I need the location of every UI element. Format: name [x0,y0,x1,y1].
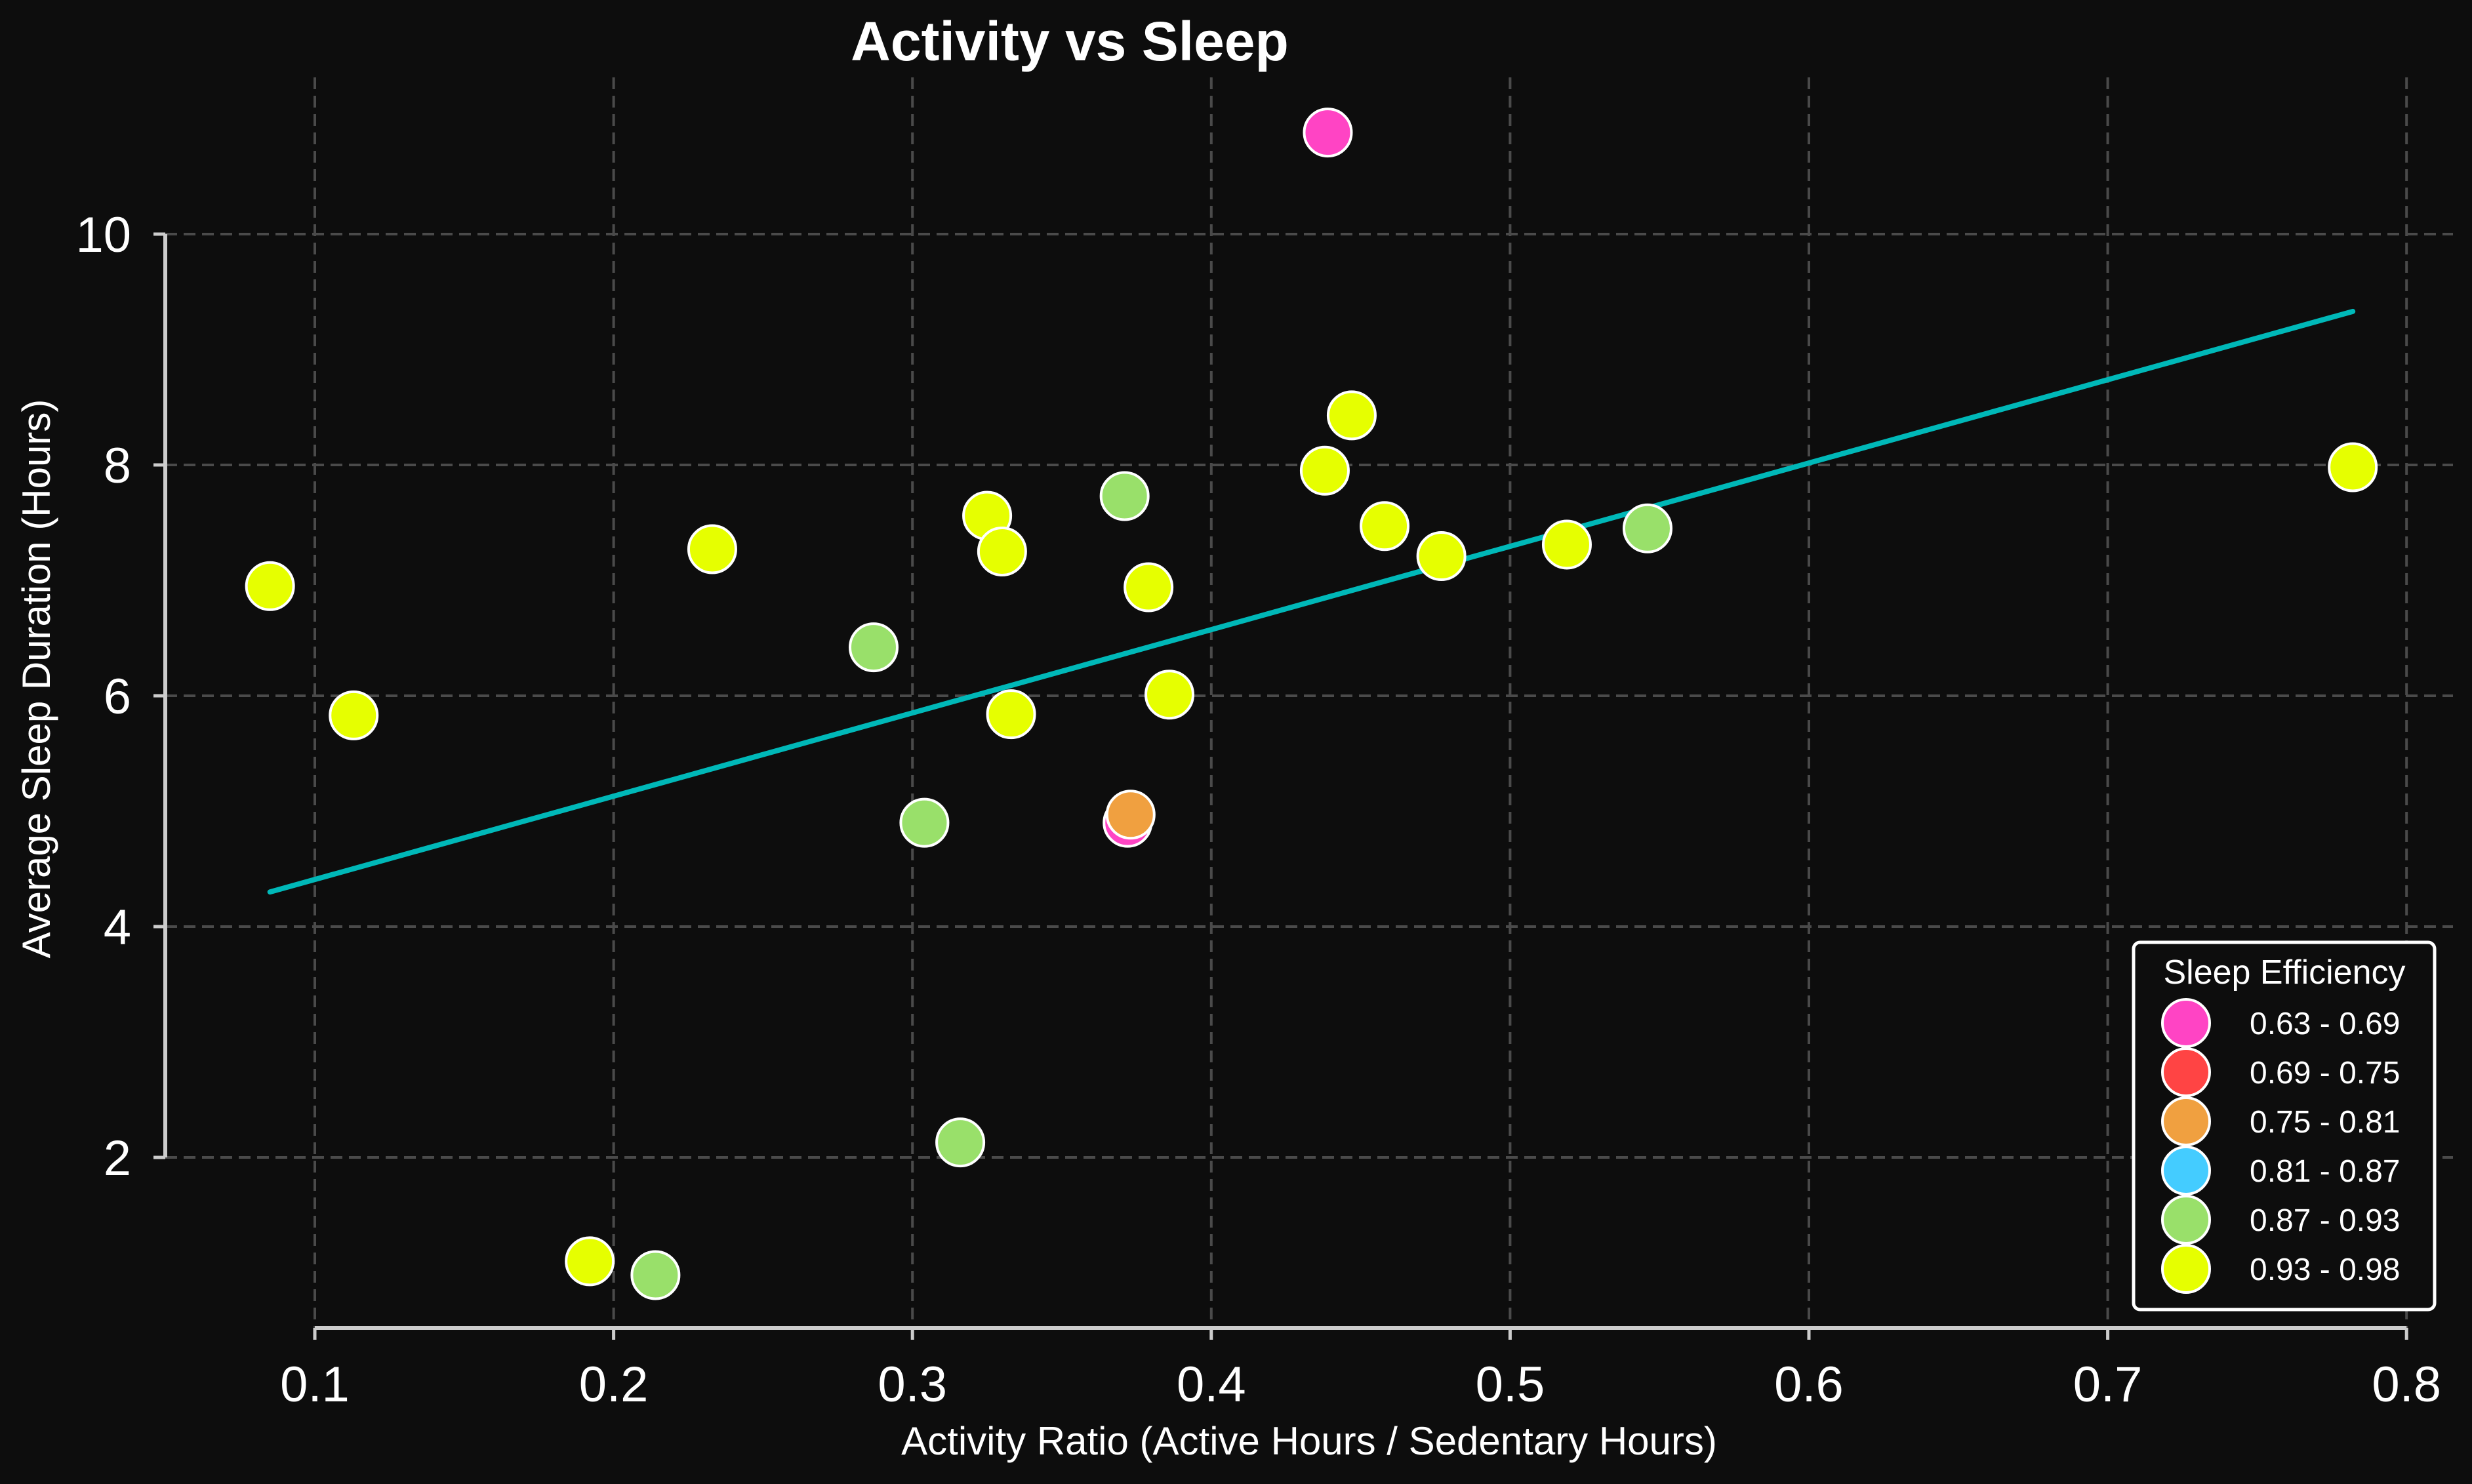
scatter-point [986,689,1036,740]
legend-marker [2161,1195,2211,1245]
legend-label: 0.81 - 0.87 [2250,1154,2401,1189]
scatter-point [2328,442,2378,492]
trendline-group [267,308,2356,895]
x-tick-label: 0.8 [2372,1357,2441,1413]
scatter-point [1416,531,1467,582]
x-tick-label: 0.2 [579,1357,649,1413]
x-tick-label: 0.5 [1476,1357,1545,1413]
scatter-point [848,622,899,673]
scatter-point [245,561,295,611]
legend-label: 0.69 - 0.75 [2250,1056,2401,1091]
x-tick-label: 0.7 [2073,1357,2143,1413]
scatter-point [1145,670,1195,720]
x-tick-label: 0.6 [1774,1357,1844,1413]
legend-label: 0.93 - 0.98 [2250,1253,2401,1287]
y-axis-label: Average Sleep Duration (Hours) [14,399,58,959]
legend-marker [2161,1047,2211,1097]
trendline [267,308,2356,895]
legend-title: Sleep Efficiency [2163,953,2405,992]
scatter-point [977,527,1027,576]
y-tick-label: 4 [104,900,131,955]
scatter-point [1303,108,1353,158]
x-tick-label: 0.4 [1177,1357,1246,1413]
y-tick-label: 8 [104,438,131,494]
x-tick-label: 0.1 [280,1357,350,1413]
scatter-point [329,690,379,740]
scatter-point [630,1250,681,1300]
scatter-point [899,797,950,848]
scatter-point [935,1117,986,1168]
scatter-point [1622,503,1672,553]
scatter-point [1326,390,1377,441]
legend-label: 0.87 - 0.93 [2250,1203,2401,1238]
y-tick-label: 10 [75,207,131,263]
scatter-point [1541,519,1592,570]
scatter-point [1099,471,1150,521]
legend-marker [2161,1096,2211,1146]
scatter-point [1124,562,1174,612]
scatter-point [565,1236,615,1287]
x-tick-label: 0.3 [878,1357,947,1413]
legend-label: 0.63 - 0.69 [2250,1007,2401,1041]
x-axis-label: Activity Ratio (Active Hours / Sedentary… [901,1419,1717,1463]
legend: Sleep Efficiency 0.63 - 0.69 0.69 - 0.75 0.… [2132,940,2437,1312]
legend-marker [2161,1244,2211,1294]
scatter-point [687,524,737,574]
legend-marker [2161,998,2211,1048]
x-axis-ticks: 0.1 0.2 0.3 0.4 0.5 0.6 0.7 0.8 [280,1328,2441,1413]
scatter-point [1299,445,1350,496]
scatter-point [1105,790,1156,840]
y-axis-ticks: 2 4 6 8 10 [75,207,165,1186]
scatter-point [1360,501,1410,551]
scatter-points [245,108,2378,1300]
legend-label: 0.75 - 0.81 [2250,1105,2401,1140]
y-tick-label: 2 [104,1131,131,1186]
y-tick-label: 6 [104,669,131,725]
legend-marker [2161,1146,2211,1195]
chart-title: Activity vs Sleep [851,10,1289,72]
